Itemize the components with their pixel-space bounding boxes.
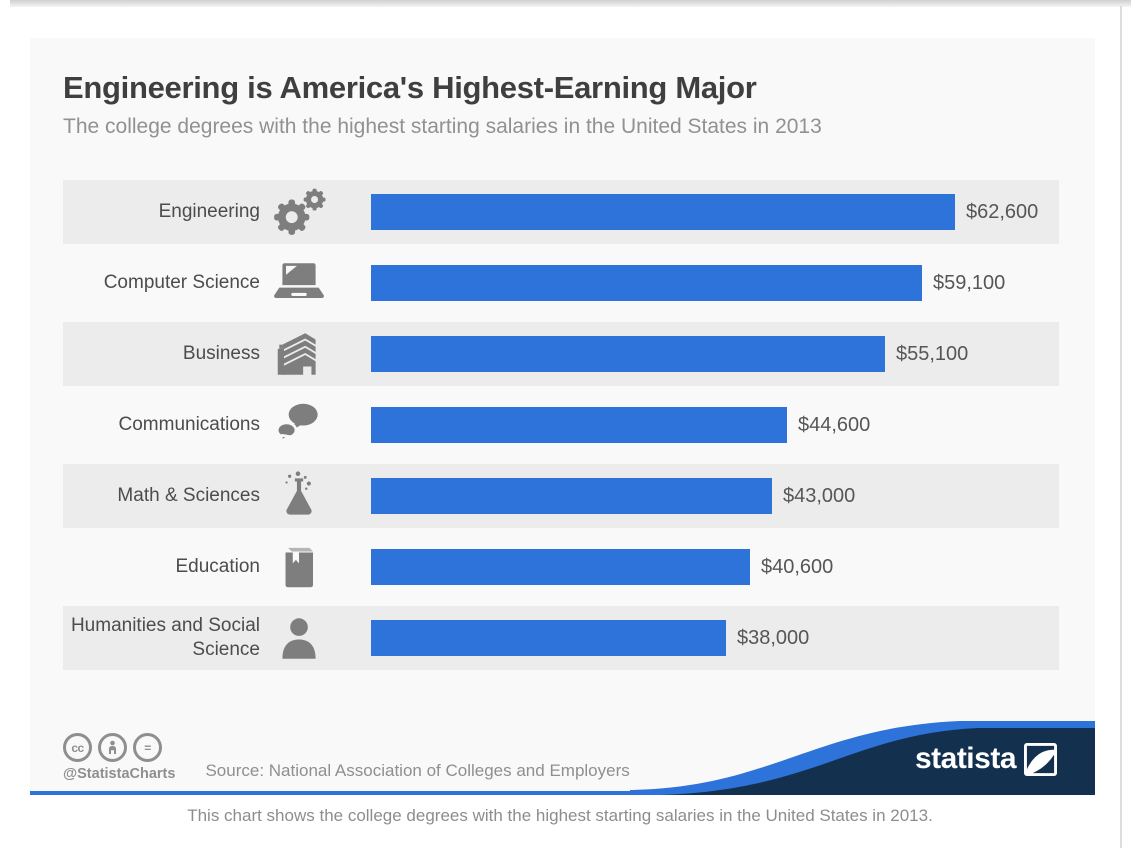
chart-subtitle: The college degrees with the highest sta… <box>63 115 822 138</box>
flask-icon <box>260 470 338 522</box>
book-icon <box>260 541 338 593</box>
value-label: $55,100 <box>896 342 969 365</box>
bar-track: $38,000 <box>371 620 1059 656</box>
gears-icon <box>260 186 338 238</box>
chart-row: Engineering $62,600 <box>63 180 1059 244</box>
value-bar <box>371 407 787 443</box>
category-label: Engineering <box>158 201 260 223</box>
bar-track: $59,100 <box>371 265 1059 301</box>
bar-track: $55,100 <box>371 336 1059 372</box>
page-caption: This chart shows the college degrees wit… <box>187 806 933 825</box>
chart-row: Communications $44,600 <box>63 393 1059 457</box>
value-label: $59,100 <box>933 271 1006 294</box>
chart-row: Math & Sciences $43,000 <box>63 464 1059 528</box>
category-label: Education <box>175 556 260 578</box>
value-label: $44,600 <box>798 413 871 436</box>
category-label: Math & Sciences <box>117 485 260 507</box>
value-bar <box>371 336 885 372</box>
value-bar <box>371 549 750 585</box>
category-label: Computer Science <box>103 272 260 294</box>
category-label: Communications <box>118 414 261 436</box>
chart-row: Education $40,600 <box>63 535 1059 599</box>
cc-icon[interactable]: cc <box>63 733 92 762</box>
bar-chart: Engineering $62,600 Computer Science $59,… <box>63 180 1059 677</box>
building-icon <box>260 328 338 380</box>
attribution-person-icon[interactable] <box>98 733 127 762</box>
chart-title: Engineering is America's Highest-Earning… <box>63 70 757 105</box>
cc-license[interactable]: cc = <box>63 733 175 762</box>
chart-row: Business $55,100 <box>63 322 1059 386</box>
chart-row: Humanities and Social Science $38,000 <box>63 606 1059 670</box>
value-bar <box>371 620 726 656</box>
bar-track: $40,600 <box>371 549 1059 585</box>
speech-bubbles-icon <box>260 399 338 451</box>
value-label: $38,000 <box>737 626 810 649</box>
bar-track: $43,000 <box>371 478 1059 514</box>
source-text: Source: National Association of Colleges… <box>205 761 630 780</box>
value-label: $43,000 <box>783 484 856 507</box>
statista-logo-icon <box>1024 742 1057 776</box>
bar-track: $62,600 <box>371 194 1059 230</box>
value-bar <box>371 478 772 514</box>
statista-logo[interactable]: statista <box>915 742 1057 776</box>
category-label: Business <box>182 343 260 365</box>
license-block: cc = @StatistaCharts <box>63 733 175 782</box>
value-label: $62,600 <box>966 200 1039 223</box>
laptop-icon <box>260 257 338 309</box>
person-icon <box>260 612 338 664</box>
chart-row: Computer Science $59,100 <box>63 251 1059 315</box>
category-label: Humanities and Social Science <box>70 615 260 660</box>
bar-track: $44,600 <box>371 407 1059 443</box>
statista-chart-card: Engineering is America's Highest-Earning… <box>30 38 1095 795</box>
value-bar <box>371 265 922 301</box>
page-right-border <box>1120 6 1122 848</box>
page-top-border <box>10 0 1131 7</box>
equals-icon[interactable]: = <box>133 733 162 762</box>
statista-charts-handle[interactable]: @StatistaCharts <box>63 766 176 782</box>
statista-logo-text: statista <box>914 742 1017 775</box>
value-label: $40,600 <box>761 555 834 578</box>
value-bar <box>371 194 955 230</box>
chart-footer: cc = @StatistaCharts Source: National As… <box>63 733 630 782</box>
